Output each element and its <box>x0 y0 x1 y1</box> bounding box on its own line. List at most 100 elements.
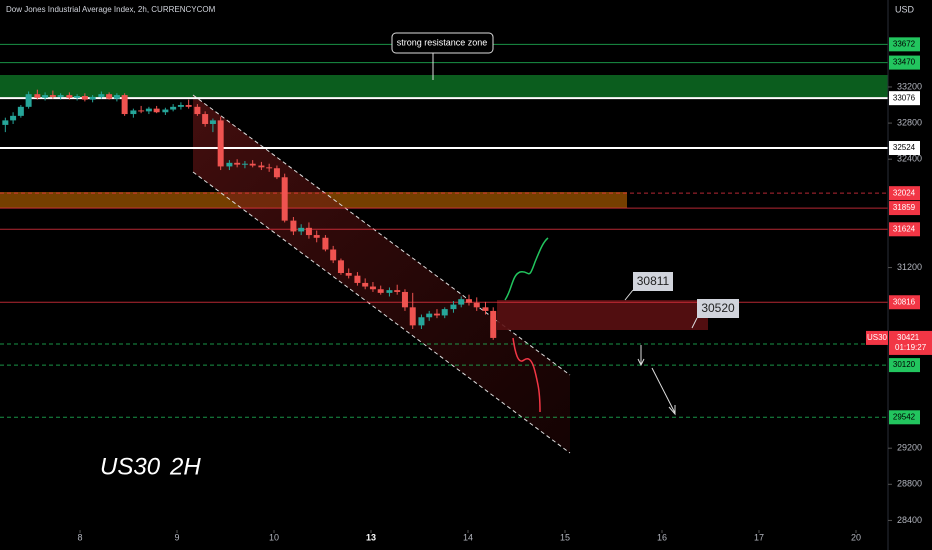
candle-body <box>17 106 24 116</box>
drawings: strong resistance zone 30811 30520 US30 … <box>100 32 739 480</box>
candle-body <box>394 290 401 292</box>
candle-body <box>177 105 184 107</box>
x-tick-label: 20 <box>851 532 861 542</box>
candle-body <box>234 162 241 165</box>
x-tick-label: 15 <box>560 532 570 542</box>
candle-body <box>2 120 9 125</box>
candle-body <box>337 260 344 273</box>
candle-body <box>66 95 73 98</box>
candle-body <box>49 95 56 97</box>
candle-body <box>409 307 416 326</box>
callout-box <box>391 32 494 54</box>
x-tick-label: 13 <box>366 532 376 542</box>
candle-body <box>290 220 297 232</box>
candle-body <box>145 108 152 112</box>
channel-line <box>192 171 571 454</box>
target-box <box>633 272 673 291</box>
target-label: 30520 <box>701 301 735 315</box>
price-label-box <box>889 222 920 237</box>
candle-body <box>418 317 425 326</box>
candle-body <box>258 165 265 168</box>
target-label: 30811 <box>637 274 670 288</box>
last-price-tag <box>866 330 888 345</box>
candle-body <box>426 313 433 318</box>
candle-body <box>241 163 248 165</box>
candle-body <box>313 235 320 238</box>
candle-body <box>194 106 201 115</box>
y-tick-label: 32400 <box>897 154 922 164</box>
candle-body <box>482 307 489 311</box>
candle-body <box>217 120 224 167</box>
candle-body <box>298 227 305 232</box>
resistance-zone <box>0 75 888 97</box>
price-label-box <box>889 55 920 70</box>
candle-body <box>441 309 448 316</box>
price-label: 31859 <box>893 203 916 212</box>
x-tick-label: 14 <box>463 532 473 542</box>
candle-body <box>465 299 472 303</box>
candle-body <box>98 94 105 97</box>
candle-body <box>113 95 120 99</box>
candle-body <box>185 105 192 107</box>
red-box <box>497 300 708 330</box>
candle-body <box>42 95 49 98</box>
y-tick-label: 29200 <box>897 443 922 453</box>
bull-path <box>504 237 549 301</box>
candle-body <box>458 299 465 305</box>
candle-body <box>57 95 64 97</box>
candle-body <box>369 286 376 290</box>
candle-body <box>202 114 209 124</box>
last-price-value: 30421 <box>897 333 920 342</box>
candle-body <box>162 109 169 113</box>
candle-body <box>121 95 128 115</box>
timeframe-label: 2H <box>169 453 201 480</box>
candle-body <box>322 237 329 250</box>
candle-body <box>273 168 280 178</box>
candle-body <box>266 167 273 169</box>
price-label: 30816 <box>893 297 916 306</box>
price-label: 30120 <box>893 360 916 369</box>
currency: USD <box>895 4 915 14</box>
candle-body <box>401 291 408 308</box>
candle-body <box>153 108 160 113</box>
candle-body <box>345 272 352 276</box>
price-label: 33076 <box>893 93 916 102</box>
candle-body <box>89 96 96 100</box>
candles <box>2 89 497 340</box>
candle-body <box>170 106 177 110</box>
candle-body <box>34 94 41 98</box>
callout-pointer <box>624 289 634 301</box>
candle-body <box>74 95 81 98</box>
y-tick-label: 28800 <box>897 479 922 489</box>
channel-line <box>192 94 571 376</box>
x-tick-label: 10 <box>269 532 279 542</box>
callout-text: strong resistance zone <box>397 37 488 47</box>
x-tick-label: 9 <box>175 532 180 542</box>
axes: 33200 32800 32400 31200 29200 28800 28400 8 9 10 1… <box>78 81 923 542</box>
last-price-symbol: US30 <box>867 333 888 342</box>
candle-body <box>249 163 256 166</box>
candle-body <box>305 227 312 236</box>
candle-body <box>377 289 384 293</box>
target-box <box>697 299 739 318</box>
candle-body <box>330 249 337 261</box>
x-tick-label: 8 <box>78 532 83 542</box>
candle-body <box>433 313 440 316</box>
price-label: 31624 <box>893 224 916 233</box>
candle-body <box>25 94 32 107</box>
price-label-box <box>889 141 920 156</box>
candle-body <box>490 310 497 338</box>
candle-body <box>226 162 233 167</box>
candle-body <box>386 290 393 293</box>
arrow <box>651 367 676 414</box>
y-tick-label: 33200 <box>897 81 922 91</box>
candle-body <box>362 282 369 287</box>
candle-body <box>473 302 480 308</box>
price-label-box <box>889 358 920 373</box>
countdown: 01:19:27 <box>895 343 927 352</box>
candle-body <box>130 110 137 115</box>
levels <box>0 43 888 418</box>
candle-body <box>10 115 17 121</box>
price-label-box <box>889 186 920 201</box>
